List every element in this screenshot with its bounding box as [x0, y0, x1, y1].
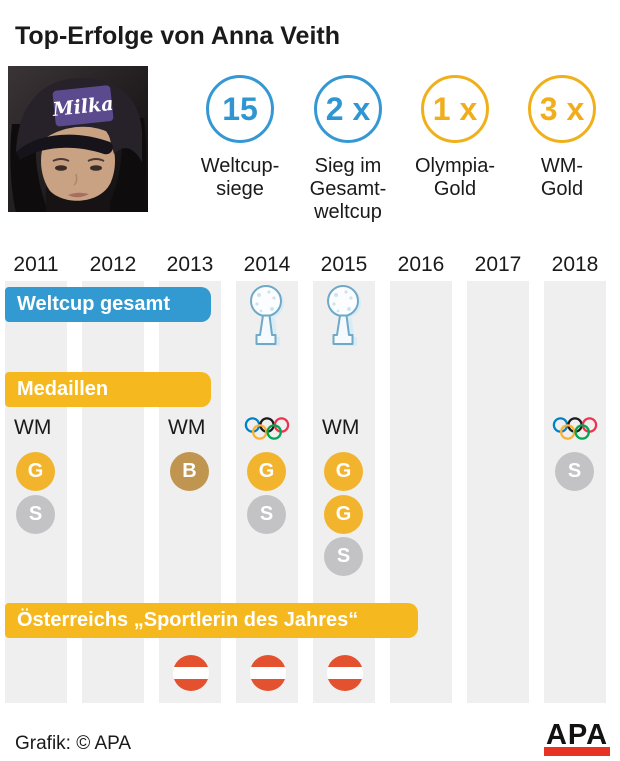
year-2018: 2018 [551, 253, 599, 276]
timeline: 2011 2012 2013 2014 2015 2016 2017 2018 … [5, 253, 607, 703]
year-column-2016 [390, 281, 452, 703]
medal-silver-2015-3: S [324, 537, 363, 576]
stat-circle-weltcupsiege: 15 [206, 75, 274, 143]
austria-flag-2015-icon [327, 655, 363, 691]
year-column-2013 [159, 281, 221, 703]
stat-label-olympia-gold: Olympia- Gold [414, 155, 495, 200]
stat-gesamtweltcup: 2 x Sieg im Gesamt- weltcup [294, 75, 402, 224]
apa-logo-text: APA [545, 719, 609, 751]
medal-gold-2015-2: G [324, 495, 363, 534]
credit-text: Grafik: © APA [15, 733, 132, 754]
year-2012: 2012 [89, 253, 137, 276]
year-2016: 2016 [397, 253, 445, 276]
year-2013: 2013 [166, 253, 214, 276]
stat-label-weltcupsiege: Weltcup- siege [200, 155, 280, 200]
medal-silver-2011-2: S [16, 495, 55, 534]
year-2011: 2011 [13, 253, 59, 276]
medal-silver-2018-1: S [555, 452, 594, 491]
year-column-2017 [467, 281, 529, 703]
medal-bronze-2013-1: B [170, 452, 209, 491]
stat-label-gesamtweltcup: Sieg im Gesamt- weltcup [309, 155, 387, 223]
austria-flag-2013-icon [173, 655, 209, 691]
stat-circle-gesamtweltcup: 2 x [314, 75, 382, 143]
stat-olympia-gold: 1 x Olympia- Gold [401, 75, 509, 201]
olympic-rings-2014-icon [244, 417, 290, 440]
crystal-globe-trophy-2015-icon [327, 285, 361, 346]
stat-wm-gold: 3 x WM- Gold [508, 75, 616, 201]
year-column-2012 [82, 281, 144, 703]
olympic-rings-2018-icon [552, 417, 598, 440]
year-column-2011 [5, 281, 67, 703]
stat-circle-wm-gold: 3 x [528, 75, 596, 143]
apa-logo: APA [544, 719, 610, 757]
medal-silver-2014-2: S [247, 495, 286, 534]
section-banner-medaillen: Medaillen [5, 372, 211, 407]
section-banner-sportlerin-des-jahres: Österreichs „Sportlerin des Jahres“ [5, 603, 418, 638]
stat-label-wm-gold: WM- Gold [540, 155, 584, 200]
year-2015: 2015 [320, 253, 368, 276]
section-banner-weltcup-gesamt: Weltcup gesamt [5, 287, 211, 322]
austria-flag-2014-icon [250, 655, 286, 691]
athlete-photo-drawing: Milka [8, 66, 148, 212]
year-column-2018 [544, 281, 606, 703]
stat-circle-olympia-gold: 1 x [421, 75, 489, 143]
apa-logo-red-bar [544, 747, 610, 756]
event-label-wm-2011: WM [14, 416, 52, 439]
page-title: Top-Erfolge von Anna Veith [15, 22, 340, 50]
stat-weltcupsiege: 15 Weltcup- siege [186, 75, 294, 201]
year-2014: 2014 [243, 253, 291, 276]
event-label-wm-2015: WM [322, 416, 360, 439]
athlete-photo: Milka [8, 66, 148, 212]
year-2017: 2017 [474, 253, 522, 276]
medal-gold-2015-1: G [324, 452, 363, 491]
crystal-globe-trophy-2014-icon [250, 285, 284, 346]
event-label-wm-2013: WM [168, 416, 206, 439]
medal-gold-2011-1: G [16, 452, 55, 491]
medal-gold-2014-1: G [247, 452, 286, 491]
